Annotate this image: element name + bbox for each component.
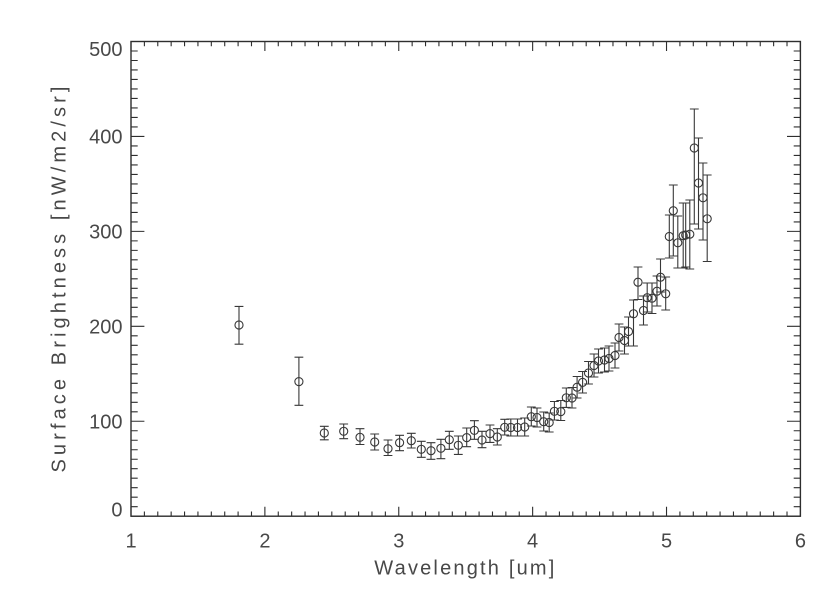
svg-text:4: 4 <box>527 531 538 553</box>
svg-text:Wavelength [um]: Wavelength [um] <box>374 558 554 580</box>
svg-text:200: 200 <box>89 317 122 339</box>
svg-text:1: 1 <box>125 531 136 553</box>
svg-text:2: 2 <box>259 531 270 553</box>
svg-text:500: 500 <box>89 39 122 61</box>
svg-text:300: 300 <box>89 222 122 244</box>
svg-text:6: 6 <box>795 531 806 553</box>
svg-text:3: 3 <box>393 531 404 553</box>
svg-text:5: 5 <box>661 531 672 553</box>
svg-text:100: 100 <box>89 411 122 433</box>
svg-text:0: 0 <box>111 499 122 521</box>
svg-text:400: 400 <box>89 127 122 149</box>
